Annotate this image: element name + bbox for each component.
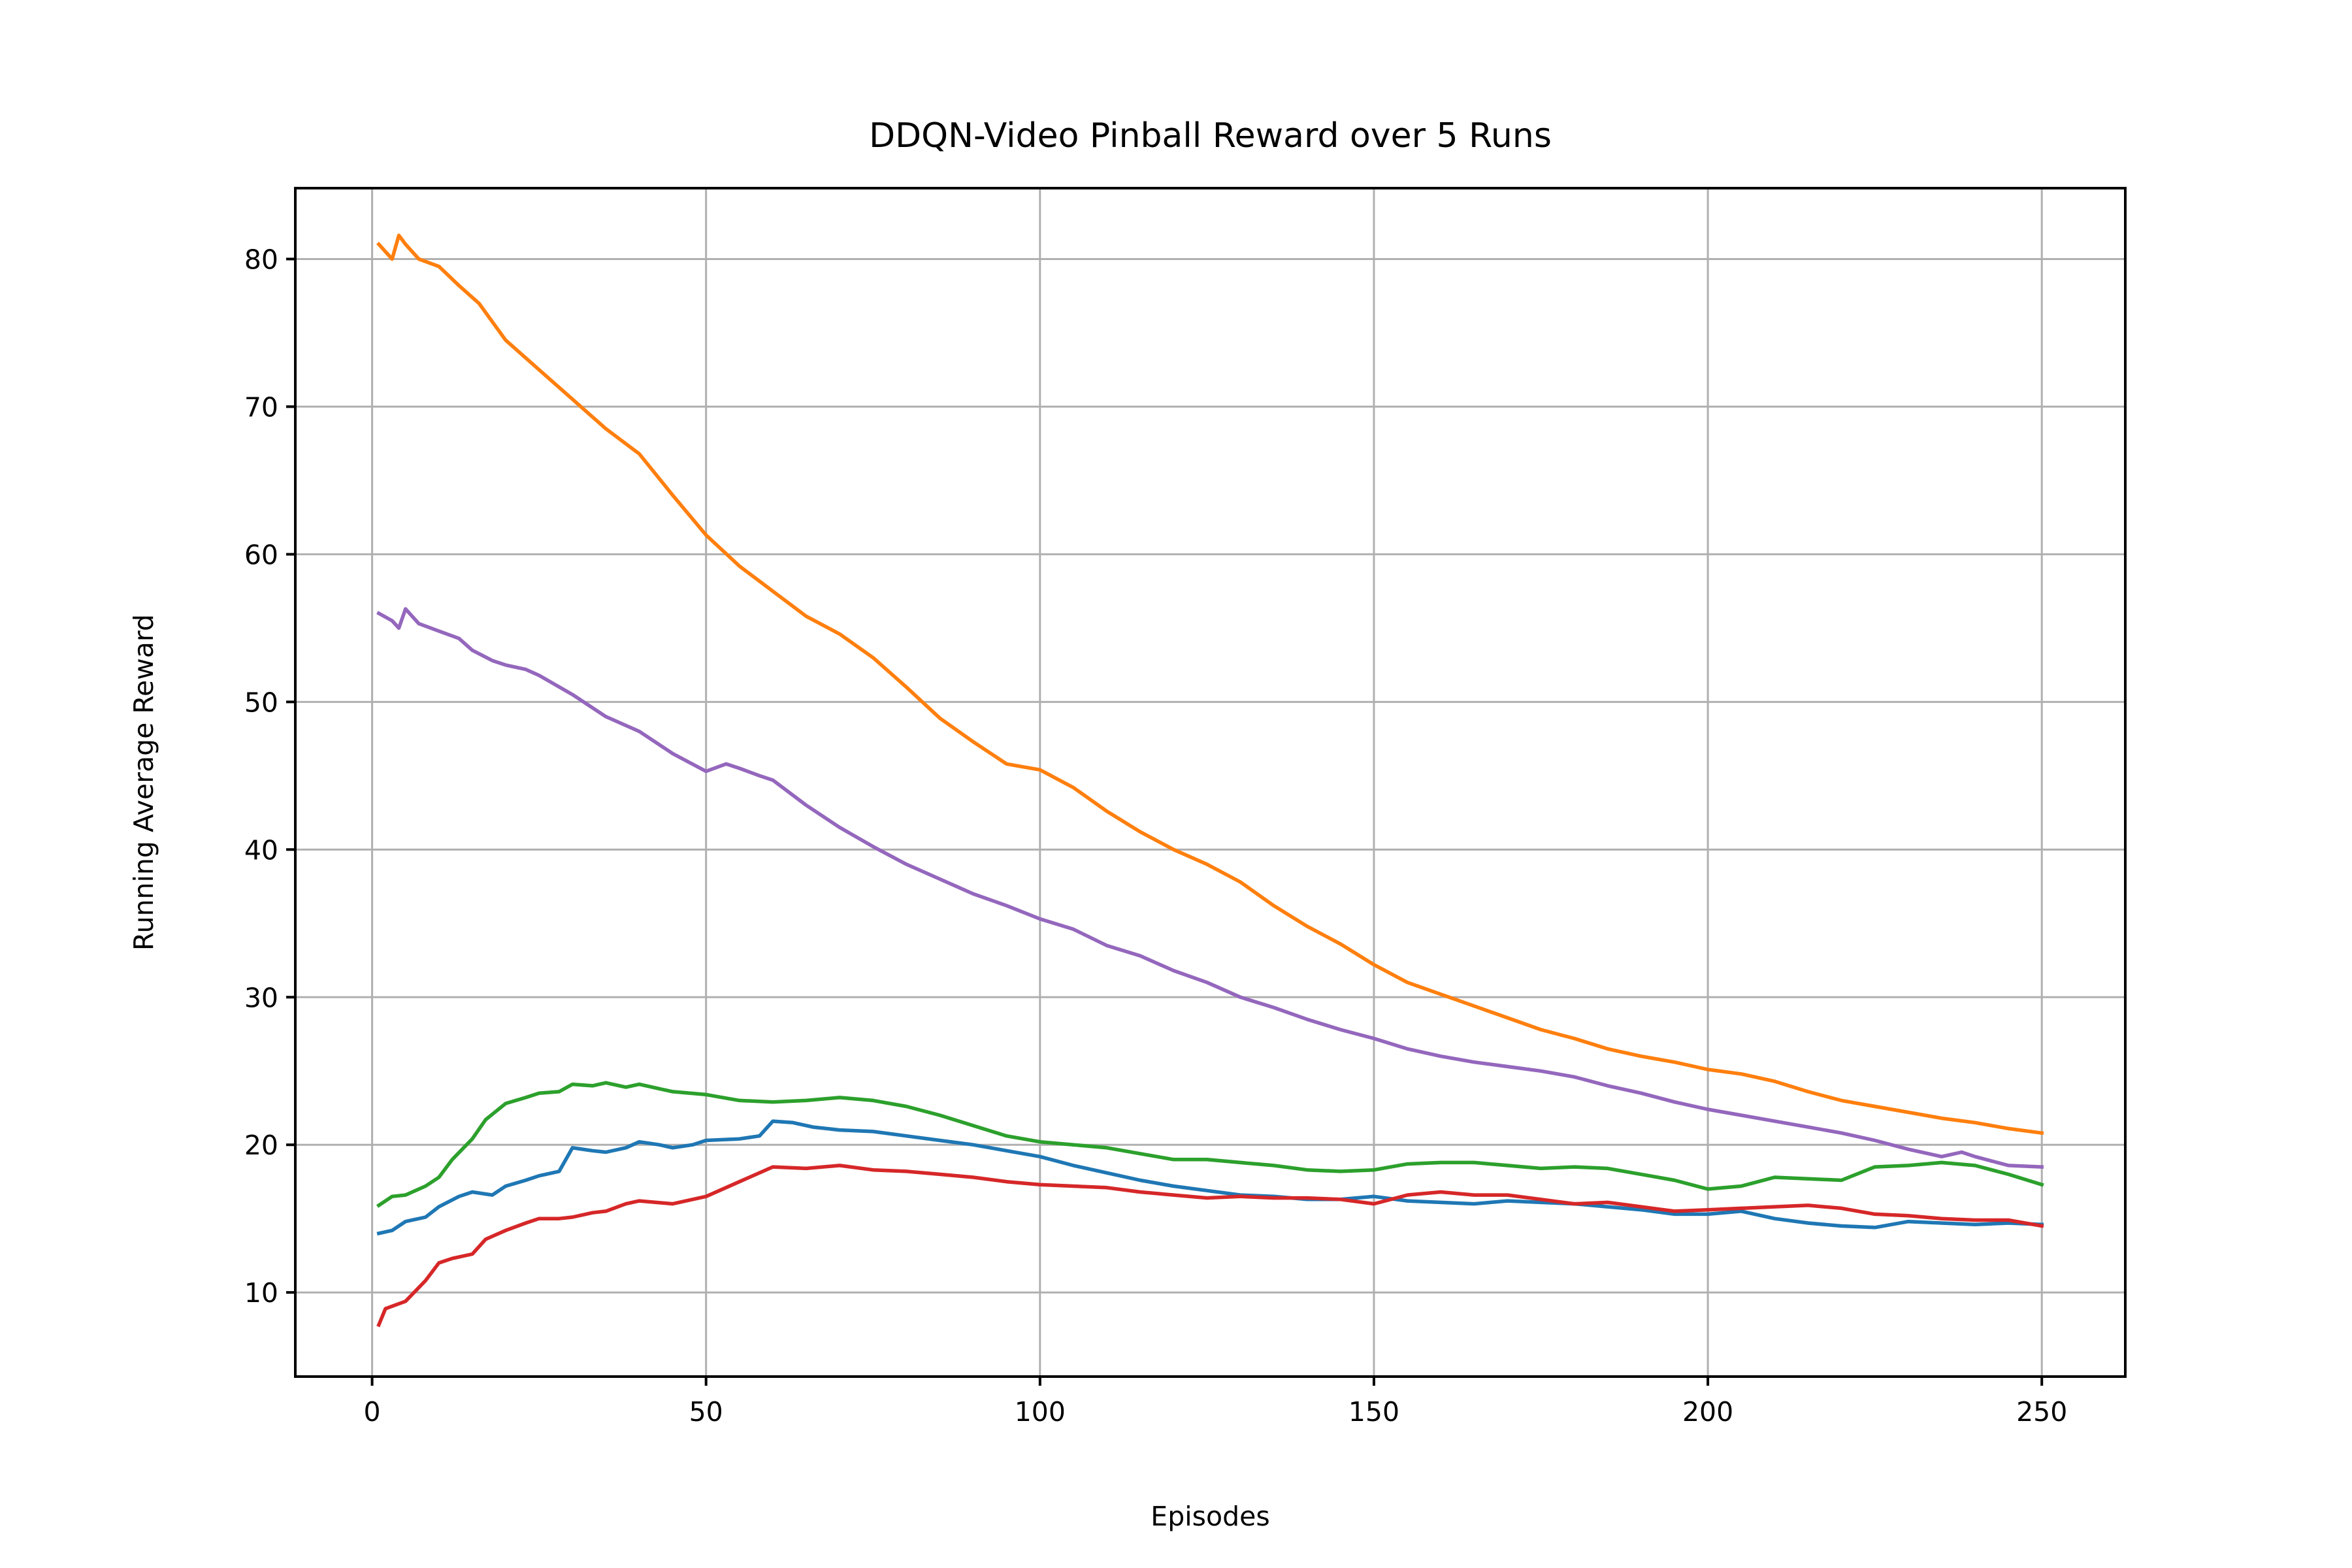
y-tick-label: 60 bbox=[244, 539, 278, 570]
x-tick-label: 150 bbox=[1348, 1396, 1399, 1428]
axis-ticks: 0 50 100 150 200 250 10 20 30 40 50 60 70 80 bbox=[244, 244, 2068, 1428]
y-tick-label: 20 bbox=[244, 1130, 278, 1161]
x-tick-label: 0 bbox=[364, 1396, 381, 1428]
y-tick-label: 40 bbox=[244, 834, 278, 866]
grid bbox=[295, 188, 2125, 1377]
chart-title: DDQN-Video Pinball Reward over 5 Runs bbox=[869, 116, 1552, 155]
series-line-4 bbox=[376, 1164, 2044, 1328]
x-tick-label: 200 bbox=[1682, 1396, 1733, 1428]
x-axis-label: Episodes bbox=[1151, 1501, 1269, 1532]
series-lines bbox=[376, 233, 2044, 1328]
y-tick-label: 80 bbox=[244, 244, 278, 275]
x-tick-label: 100 bbox=[1015, 1396, 1066, 1428]
y-tick-label: 70 bbox=[244, 391, 278, 423]
y-tick-label: 30 bbox=[244, 982, 278, 1013]
y-axis-label: Running Average Reward bbox=[128, 614, 159, 951]
series-line-2 bbox=[376, 233, 2044, 1135]
plot-frame bbox=[294, 187, 2127, 1378]
x-tick-label: 250 bbox=[2016, 1396, 2067, 1428]
x-tick-label: 50 bbox=[689, 1396, 723, 1428]
series-line-1 bbox=[376, 1119, 2044, 1236]
y-tick-label: 10 bbox=[244, 1277, 278, 1309]
series-line-5 bbox=[376, 607, 2044, 1169]
y-tick-label: 50 bbox=[244, 687, 278, 718]
series-line-3 bbox=[376, 1081, 2044, 1208]
